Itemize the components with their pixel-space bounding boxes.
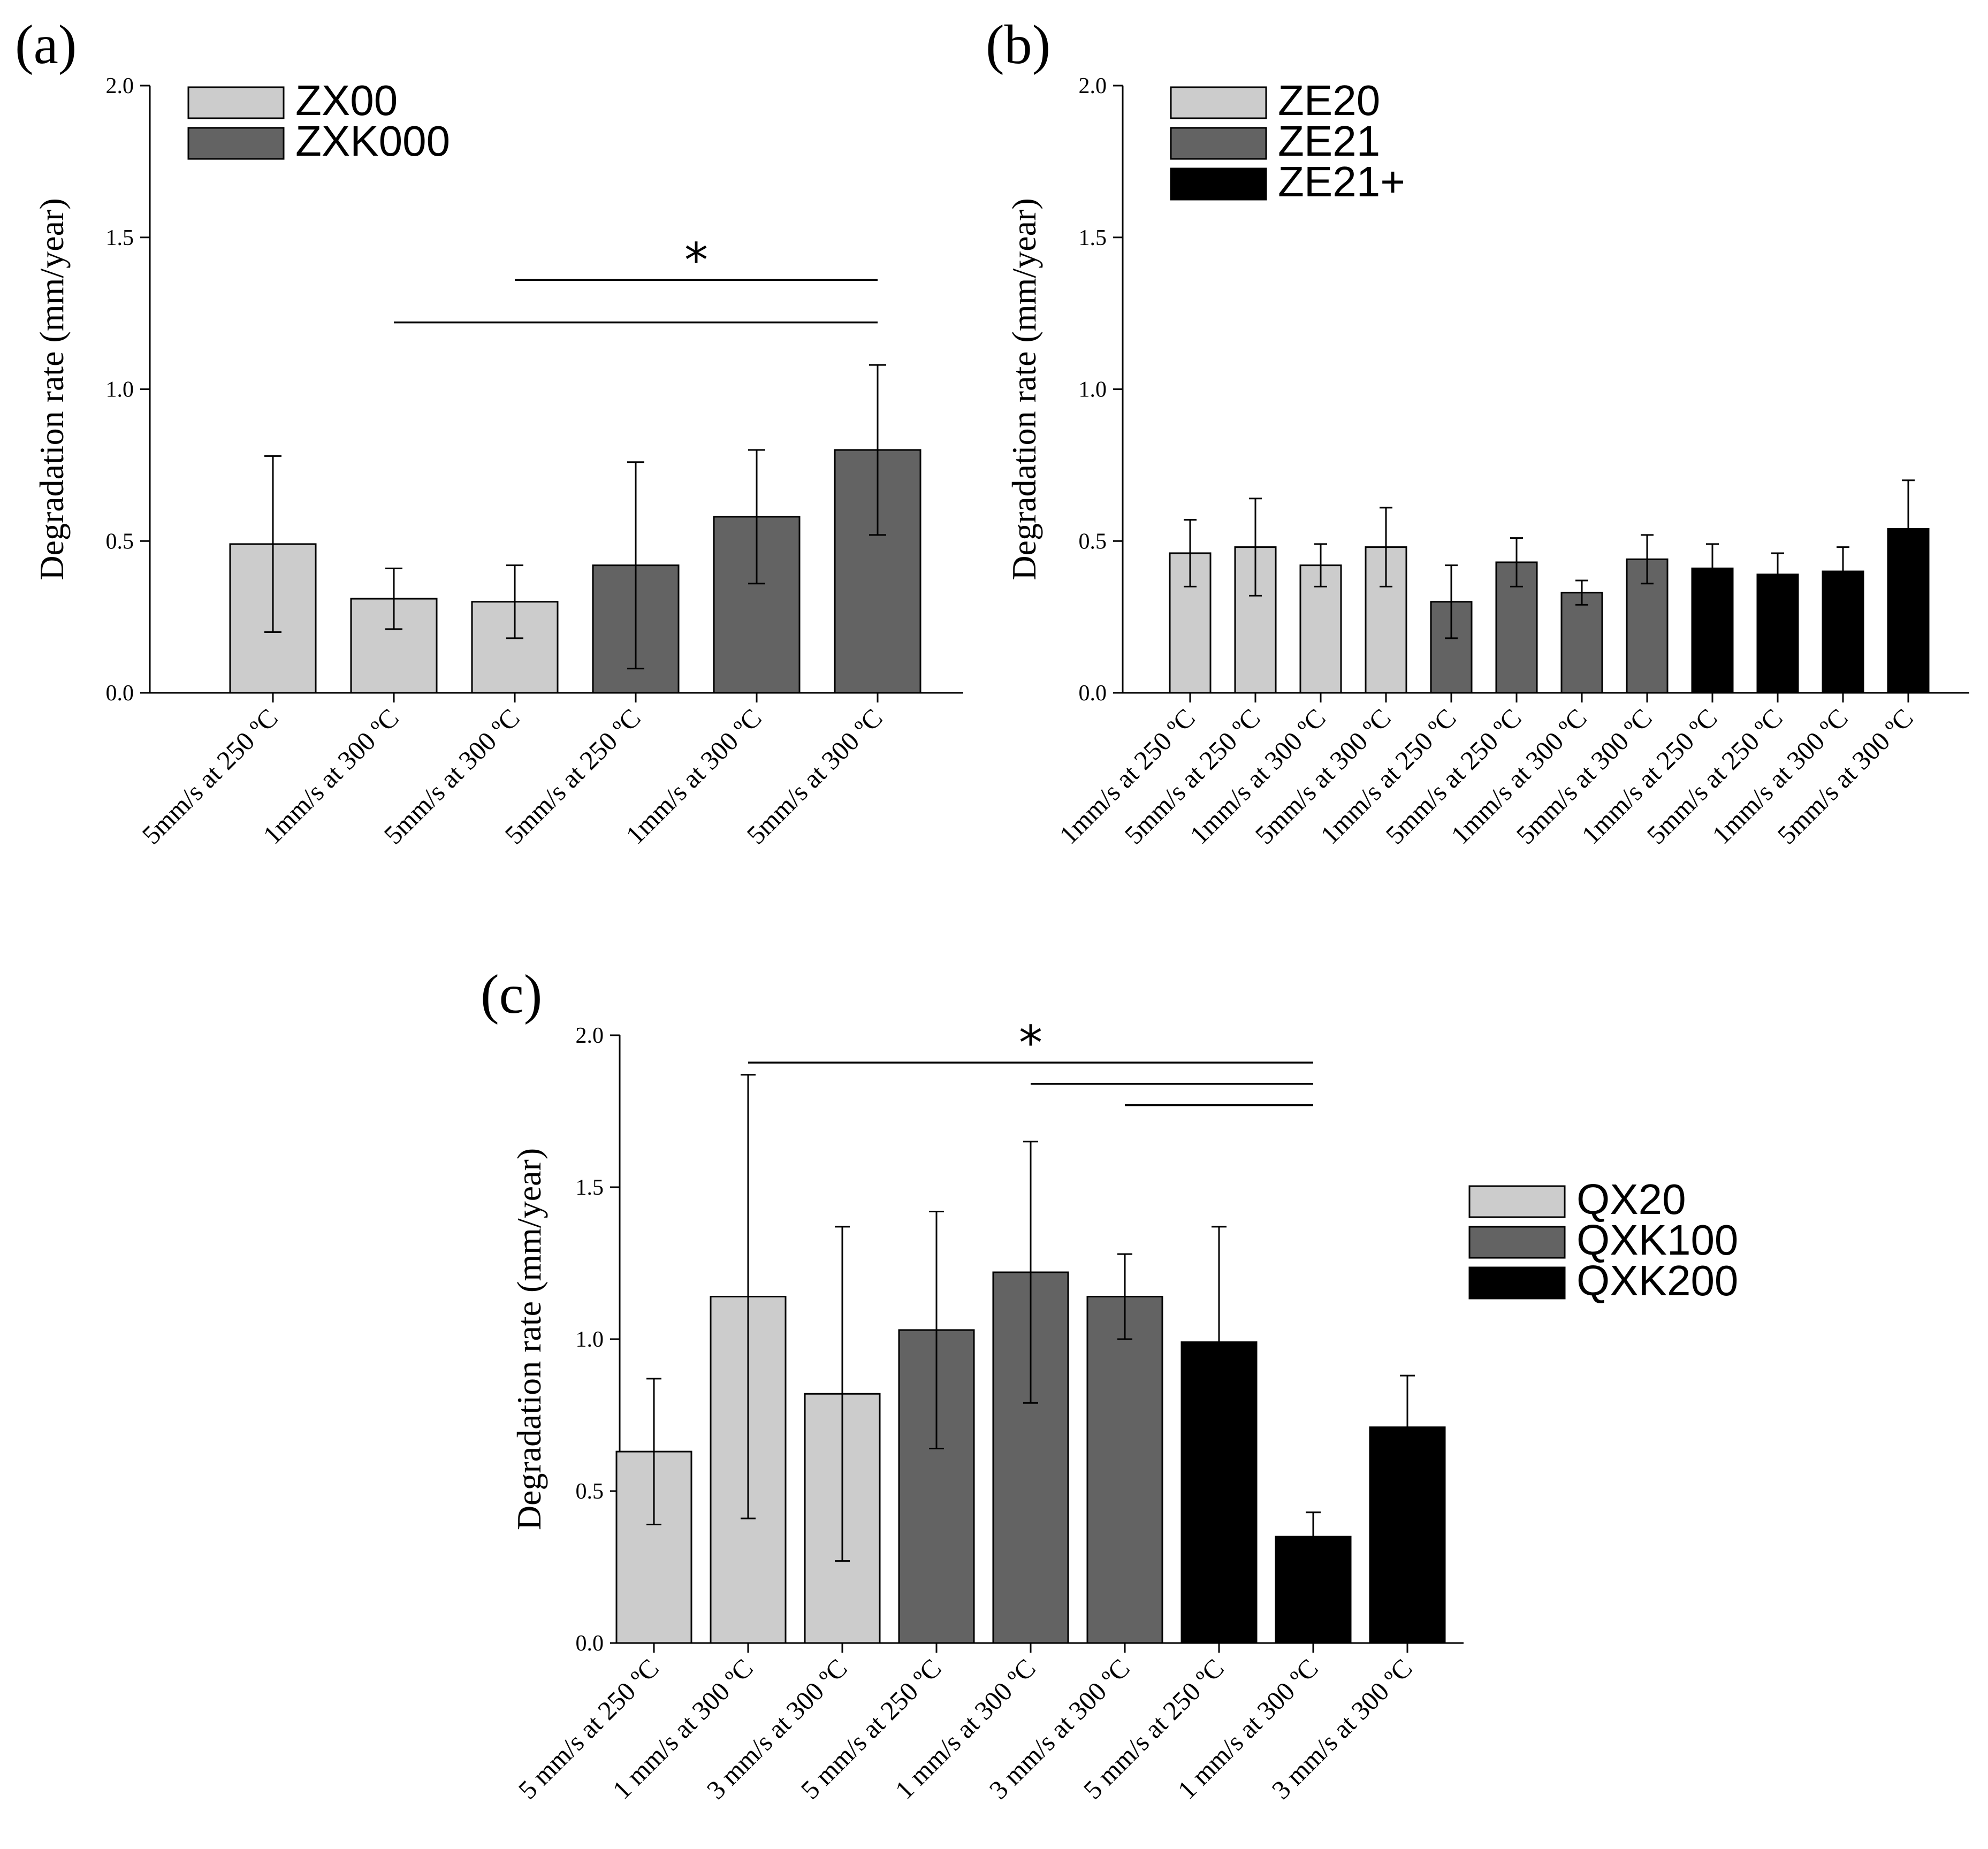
legend-label: QXK100 <box>1576 1216 1738 1264</box>
y-tick-label: 1.0 <box>106 378 134 402</box>
legend-label: ZXK000 <box>295 117 450 165</box>
legend-label: QX20 <box>1576 1175 1686 1223</box>
y-tick-label: 2.0 <box>106 74 134 98</box>
significance-star: * <box>684 233 708 288</box>
y-axis-title: Degradation rate (mm/year) <box>1005 198 1043 580</box>
legend-label: QXK200 <box>1576 1257 1738 1304</box>
legend-swatch <box>1468 1266 1566 1300</box>
y-tick-label: 0.0 <box>1079 681 1107 706</box>
y-tick-label: 2.0 <box>576 1023 604 1048</box>
panel-letter-c: (c) <box>481 964 542 1025</box>
bar <box>1086 1295 1163 1644</box>
y-tick-label: 0.0 <box>106 681 134 706</box>
y-tick-label: 1.5 <box>106 226 134 250</box>
legend-swatch <box>1170 167 1267 201</box>
y-tick-label: 2.0 <box>1079 74 1107 98</box>
significance-star: * <box>1019 1015 1042 1071</box>
y-axis-title: Degradation rate (mm/year) <box>33 198 71 580</box>
legend-swatch <box>187 86 285 119</box>
legend-swatch <box>1170 86 1267 119</box>
y-tick-label: 1.5 <box>1079 226 1107 250</box>
legend-swatch <box>1170 127 1267 160</box>
panel-letter-a: (a) <box>15 14 77 75</box>
legend-label: ZE21 <box>1278 117 1380 165</box>
y-tick-label: 0.0 <box>576 1631 604 1656</box>
bar <box>1560 592 1603 694</box>
y-tick-label: 0.5 <box>576 1479 604 1504</box>
bar <box>1234 546 1277 694</box>
legend-swatch <box>187 127 285 160</box>
y-tick-label: 0.5 <box>1079 529 1107 554</box>
y-tick-label: 1.0 <box>1079 378 1107 402</box>
legend-swatch <box>1468 1185 1566 1218</box>
legend-label: ZX00 <box>295 77 398 124</box>
y-axis-title: Degradation rate (mm/year) <box>510 1148 548 1530</box>
legend-label: ZE20 <box>1278 77 1380 124</box>
y-tick-label: 0.5 <box>106 529 134 554</box>
y-tick-label: 1.0 <box>576 1327 604 1352</box>
legend-label: ZE21+ <box>1278 158 1405 205</box>
y-tick-label: 1.5 <box>576 1175 604 1200</box>
panel-letter-b: (b) <box>986 14 1050 75</box>
legend-swatch <box>1468 1226 1566 1259</box>
